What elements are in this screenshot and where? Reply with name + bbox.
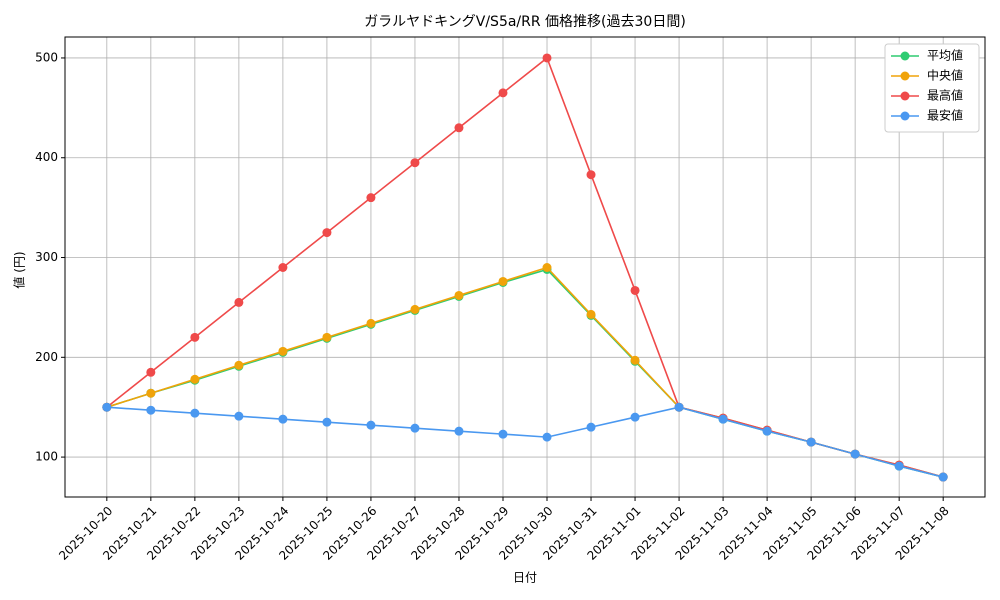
point (234, 360, 244, 370)
point (718, 414, 728, 424)
point (410, 158, 420, 168)
series-line (106, 268, 944, 478)
series-line (106, 266, 944, 478)
point (278, 346, 288, 356)
point (674, 402, 684, 412)
legend-label: 最高値 (927, 88, 963, 103)
point (322, 332, 332, 342)
legend-marker (900, 51, 910, 61)
point (410, 304, 420, 314)
point (278, 262, 288, 272)
y-tick-label: 400 (35, 150, 58, 164)
grid (65, 37, 985, 497)
x-axis-label: 日付 (513, 571, 537, 585)
point (410, 423, 420, 433)
point (498, 276, 508, 286)
point (146, 367, 156, 377)
y-axis-label: 値 (円) (12, 251, 27, 288)
y-tick-label: 200 (35, 350, 58, 364)
point (894, 461, 904, 471)
point (146, 405, 156, 415)
point (366, 318, 376, 328)
point (366, 193, 376, 203)
point (542, 262, 552, 272)
point (542, 53, 552, 63)
point (234, 297, 244, 307)
point (498, 88, 508, 98)
point (454, 426, 464, 436)
point (102, 402, 112, 412)
y-tick-label: 500 (35, 50, 58, 64)
point (366, 420, 376, 430)
point (586, 422, 596, 432)
point (454, 123, 464, 133)
chart-title: ガラルヤドキングV/S5a/RR 価格推移(過去30日間) (364, 14, 686, 30)
point (630, 355, 640, 365)
point (190, 374, 200, 384)
point (938, 472, 948, 482)
point (322, 228, 332, 238)
point (498, 429, 508, 439)
legend-box (884, 43, 980, 133)
point (762, 426, 772, 436)
legend-label: 平均値 (927, 48, 963, 63)
legend-marker (900, 111, 910, 121)
point (234, 411, 244, 421)
point (322, 417, 332, 427)
series-line (106, 406, 944, 478)
y-tick-label: 300 (35, 250, 58, 264)
point (542, 432, 552, 442)
series-line (106, 56, 944, 478)
point (806, 437, 816, 447)
point (454, 290, 464, 300)
point (586, 309, 596, 319)
point (850, 449, 860, 459)
point (278, 414, 288, 424)
y-tick-label: 100 (35, 450, 58, 464)
point (146, 388, 156, 398)
legend-label: 中央値 (927, 68, 963, 83)
legend-marker (900, 71, 910, 81)
legend-label: 最安値 (927, 108, 963, 123)
point (190, 408, 200, 418)
legend-marker (900, 91, 910, 101)
point (630, 412, 640, 422)
point (586, 170, 596, 180)
plot-frame (64, 36, 986, 498)
point (630, 285, 640, 295)
point (190, 332, 200, 342)
